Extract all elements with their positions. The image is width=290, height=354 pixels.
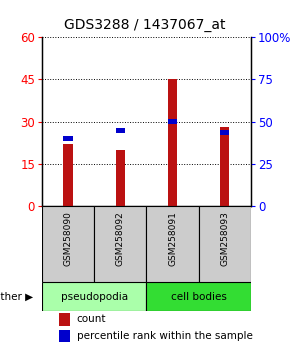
Text: cell bodies: cell bodies	[171, 292, 226, 302]
Text: pseudopodia: pseudopodia	[61, 292, 128, 302]
Text: GSM258092: GSM258092	[116, 211, 125, 266]
Bar	[146, 282, 251, 312]
Text: GDS3288 / 1437067_at: GDS3288 / 1437067_at	[64, 18, 226, 32]
Bar	[59, 330, 70, 342]
Bar	[64, 144, 73, 206]
Bar	[64, 136, 73, 141]
Bar	[220, 130, 229, 136]
Text: percentile rank within the sample: percentile rank within the sample	[77, 331, 252, 341]
Bar	[94, 206, 146, 282]
Bar	[42, 282, 146, 312]
Text: GSM258093: GSM258093	[220, 211, 229, 266]
Bar	[199, 206, 251, 282]
Text: other ▶: other ▶	[0, 292, 33, 302]
Text: GSM258091: GSM258091	[168, 211, 177, 266]
Bar	[116, 150, 125, 206]
Bar	[168, 119, 177, 124]
Bar	[220, 127, 229, 206]
Text: count: count	[77, 314, 106, 324]
Text: GSM258090: GSM258090	[64, 211, 73, 266]
Bar	[168, 79, 177, 206]
Bar	[116, 127, 125, 133]
Bar	[59, 313, 70, 326]
Bar	[146, 206, 199, 282]
Bar	[42, 206, 94, 282]
